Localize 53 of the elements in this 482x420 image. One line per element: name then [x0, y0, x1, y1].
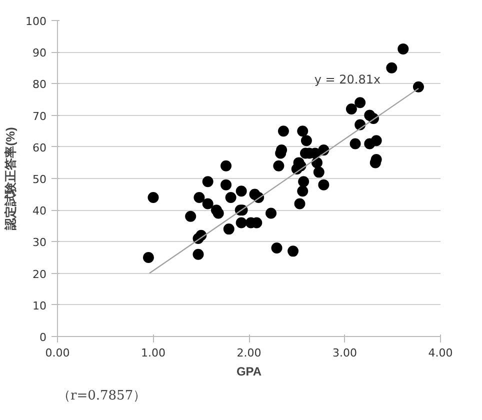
- y-tick-label: 100: [26, 15, 47, 28]
- annotation: y = 20.81x: [314, 72, 381, 86]
- point: [386, 62, 398, 74]
- point: [297, 126, 308, 137]
- y-tick-label: 50: [32, 173, 47, 186]
- point: [220, 179, 232, 190]
- y-tick-label: 30: [32, 236, 47, 250]
- y-tick-label: 90: [32, 46, 47, 60]
- x-tick-label: 1.00: [141, 346, 166, 360]
- point: [223, 224, 234, 235]
- point: [412, 81, 424, 92]
- x-tick-label: 2.00: [236, 346, 262, 360]
- y-tick-label: 20: [32, 268, 47, 281]
- point: [202, 198, 214, 210]
- point: [271, 242, 282, 254]
- point: [294, 198, 306, 210]
- point: [202, 176, 214, 188]
- point: [225, 192, 236, 203]
- x-axis-title: GPA: [236, 364, 262, 378]
- point: [266, 208, 277, 219]
- y-tick-label: 80: [32, 78, 47, 92]
- point: [350, 138, 361, 150]
- point: [318, 179, 330, 190]
- y-tick-label: 0: [40, 331, 46, 344]
- x-tick-label: 0.00: [45, 346, 70, 360]
- y-tick-label: 10: [32, 299, 47, 312]
- point: [236, 186, 247, 197]
- point: [398, 43, 409, 54]
- point: [148, 192, 159, 203]
- text: （r=0.7857）: [58, 388, 146, 404]
- point: [185, 210, 196, 222]
- x-tick-label: 4.00: [428, 346, 453, 360]
- point: [313, 166, 324, 178]
- y-tick-label: 40: [32, 204, 47, 218]
- point: [273, 160, 284, 172]
- x-tick-label: 3.00: [332, 346, 358, 360]
- y-tick-label: 60: [32, 141, 47, 154]
- point: [236, 217, 247, 228]
- point: [212, 208, 224, 219]
- point: [300, 135, 312, 146]
- point: [192, 248, 204, 260]
- point: [194, 192, 205, 203]
- point: [220, 160, 232, 172]
- point: [288, 246, 299, 257]
- point: [297, 186, 308, 197]
- y-tick-label: 70: [32, 110, 47, 123]
- y-axis-title: 認定試験正答率(%): [4, 127, 18, 231]
- point: [298, 176, 310, 188]
- point: [346, 103, 357, 114]
- point: [142, 252, 154, 263]
- point: [370, 135, 382, 146]
- point: [278, 126, 289, 137]
- point: [354, 97, 366, 108]
